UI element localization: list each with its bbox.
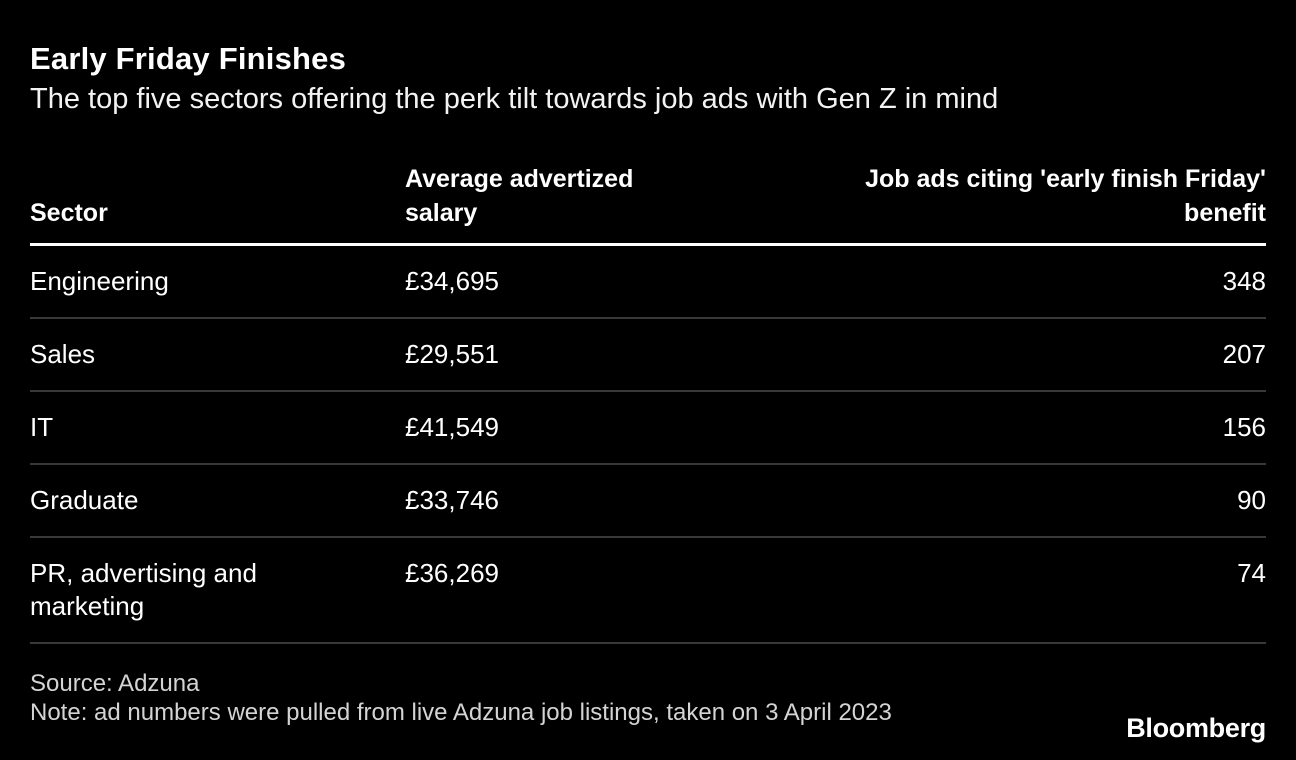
cell-ads: 156 (806, 411, 1266, 444)
cell-sector: IT (30, 411, 405, 444)
column-header-sector-label: Sector (30, 199, 108, 227)
table-row: Graduate £33,746 90 (30, 465, 1266, 538)
table-row: IT £41,549 156 (30, 392, 1266, 465)
salary-value: £41,549 (405, 412, 499, 442)
cell-salary: £36,269 (405, 557, 806, 590)
note-line: Note: ad numbers were pulled from live A… (30, 699, 892, 726)
sector-value: Engineering (30, 266, 169, 296)
table-header-row: Sector Average advertized salary Job ads… (30, 162, 1266, 246)
salary-value: £29,551 (405, 339, 499, 369)
sector-value: IT (30, 412, 54, 442)
cell-ads: 348 (806, 265, 1266, 298)
ads-value: 156 (1222, 412, 1266, 442)
column-header-salary-label: Average advertized salary (405, 165, 634, 227)
cell-salary: £29,551 (405, 338, 806, 371)
cell-salary: £41,549 (405, 411, 806, 444)
cell-sector: Sales (30, 338, 405, 371)
ads-value: 90 (1237, 485, 1266, 515)
chart-footer: Source: Adzuna Note: ad numbers were pul… (30, 669, 1266, 727)
salary-value: £36,269 (405, 558, 499, 588)
cell-ads: 207 (806, 338, 1266, 371)
source-line: Source: Adzuna (30, 670, 200, 697)
ads-value: 348 (1222, 266, 1266, 296)
page-title: Early Friday Finishes (30, 41, 347, 76)
column-header-salary: Average advertized salary (405, 162, 806, 230)
column-header-sector: Sector (30, 196, 405, 230)
cell-salary: £33,746 (405, 484, 806, 517)
data-table: Sector Average advertized salary Job ads… (30, 162, 1266, 644)
column-header-ads: Job ads citing 'early finish Friday' ben… (806, 162, 1266, 230)
cell-sector: Engineering (30, 265, 405, 298)
cell-sector: Graduate (30, 484, 405, 517)
sector-value: Sales (30, 339, 96, 369)
cell-salary: £34,695 (405, 265, 806, 298)
table-row: Sales £29,551 207 (30, 319, 1266, 392)
sector-value: PR, advertising and marketing (30, 558, 257, 621)
cell-ads: 74 (806, 557, 1266, 590)
ads-value: 74 (1237, 558, 1266, 588)
cell-sector: PR, advertising and marketing (30, 557, 405, 623)
column-header-ads-label: Job ads citing 'early finish Friday' ben… (865, 165, 1266, 227)
salary-value: £33,746 (405, 485, 499, 515)
table-row: PR, advertising and marketing £36,269 74 (30, 538, 1266, 644)
table-row: Engineering £34,695 348 (30, 246, 1266, 319)
ads-value: 207 (1222, 339, 1266, 369)
bloomberg-logo: Bloomberg (1126, 713, 1266, 743)
salary-value: £34,695 (405, 266, 499, 296)
chart-subtitle: The top five sectors offering the perk t… (30, 83, 999, 115)
sector-value: Graduate (30, 485, 139, 515)
cell-ads: 90 (806, 484, 1266, 517)
